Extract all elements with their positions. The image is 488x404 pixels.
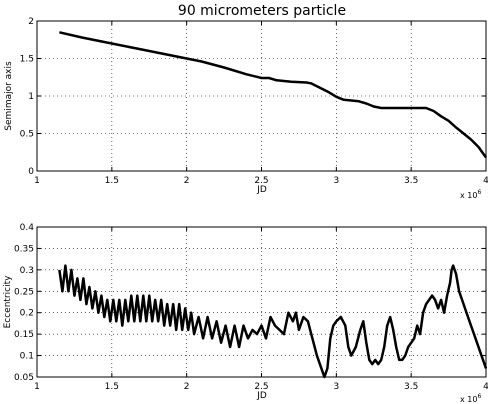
x-tick-label: 1.5 — [105, 176, 119, 186]
chart-title: 90 micrometers particle — [178, 3, 346, 19]
x-tick-label: 4 — [483, 382, 488, 392]
top-x-axis-label: JD — [256, 185, 267, 195]
y-tick-label: 0.25 — [14, 287, 34, 297]
y-tick-label: 0.35 — [14, 244, 34, 254]
y-tick-label: 2 — [28, 17, 34, 27]
y-tick-label: 1.5 — [20, 55, 34, 65]
bottom-grid — [37, 227, 486, 377]
y-tick-label: 0.5 — [20, 130, 34, 140]
eccentricity-line — [58, 264, 488, 379]
semimajor-axis-line — [59, 31, 488, 159]
bottom-x-multiplier-base: x 10 — [460, 395, 477, 404]
top-x-multiplier-exp: 6 — [477, 189, 481, 196]
top-y-axis-label: Semimajor axis — [4, 61, 14, 131]
bottom-x-multiplier-exp: 6 — [477, 393, 481, 400]
y-tick-label: 0.05 — [14, 373, 34, 383]
top-panel: 1 1.5 2 2.5 3 3.5 4 0 0.5 1 1.5 2 JD Semimajor axi… — [4, 17, 488, 200]
y-tick-label: 0.1 — [20, 352, 34, 362]
x-tick-label: 4 — [483, 176, 488, 186]
x-tick-label: 2.5 — [254, 382, 268, 392]
x-tick-label: 1 — [34, 176, 40, 186]
x-tick-label: 2 — [184, 176, 190, 186]
bottom-y-ticks: 0.05 0.1 0.15 0.2 0.25 0.3 0.35 0.4 — [14, 223, 486, 383]
top-x-multiplier-base: x 10 — [460, 191, 477, 200]
x-tick-label: 3.5 — [404, 382, 418, 392]
bottom-x-axis-label: JD — [256, 391, 267, 401]
bottom-panel: 1 1.5 2 2.5 3 3.5 4 0.050.10.150.20.250.30.350… — [3, 223, 488, 404]
x-tick-label: 2.5 — [254, 176, 268, 186]
x-tick-label: 1.5 — [105, 382, 119, 392]
bottom-y-axis-label: Eccentricity — [3, 275, 13, 329]
bottom-plot-frame — [36, 226, 487, 378]
y-tick-label: 1 — [28, 92, 34, 102]
x-tick-label: 1 — [34, 382, 40, 392]
y-tick-label: 0.2 — [20, 309, 34, 319]
y-tick-label: 0.15 — [14, 330, 34, 340]
x-tick-label: 3 — [333, 176, 339, 186]
bottom-x-ticks: 1 1.5 2 2.5 3 3.5 4 — [34, 227, 488, 392]
y-tick-label: 0 — [28, 167, 34, 177]
x-tick-label: 3 — [333, 382, 339, 392]
x-tick-label: 3.5 — [404, 176, 418, 186]
x-tick-label: 2 — [184, 382, 190, 392]
top-x-multiplier: x 106 — [460, 189, 481, 200]
top-y-ticks: 0 0.5 1 1.5 2 — [20, 17, 486, 177]
top-x-ticks: 1 1.5 2 2.5 3 3.5 4 — [34, 21, 488, 186]
y-tick-label: 0.4 — [20, 223, 35, 233]
bottom-x-multiplier: x 106 — [460, 393, 481, 404]
top-grid — [37, 21, 486, 171]
y-tick-label: 0.3 — [20, 266, 34, 276]
